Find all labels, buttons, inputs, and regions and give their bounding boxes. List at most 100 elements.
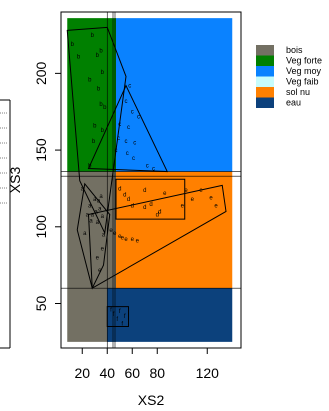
- point-d: d: [118, 186, 121, 192]
- point-a: a: [97, 199, 101, 205]
- point-a: a: [88, 203, 92, 209]
- y-tick-label: 100: [33, 215, 49, 239]
- point-c: c: [132, 156, 135, 162]
- polygon-class-b: [66, 26, 127, 235]
- legend-label: sol nu: [286, 87, 310, 97]
- point-c: c: [118, 122, 121, 128]
- point-e: e: [184, 188, 188, 194]
- legend-label: eau: [286, 98, 301, 108]
- legend-label: bois: [286, 45, 303, 55]
- y-tick-label: 150: [33, 138, 49, 162]
- point-e: e: [214, 203, 218, 209]
- point-e: e: [96, 255, 100, 261]
- point-a: a: [98, 206, 102, 212]
- point-a: a: [91, 213, 95, 219]
- zone-veg-moy: [116, 18, 233, 172]
- point-e: e: [121, 236, 125, 242]
- point-c: c: [146, 163, 149, 169]
- x-tick-label: 80: [149, 365, 165, 381]
- point-e: e: [199, 188, 203, 194]
- zone-layer: [67, 18, 233, 342]
- point-b: b: [92, 139, 96, 145]
- point-b: b: [93, 124, 97, 130]
- point-c: c: [128, 84, 131, 90]
- point-e: e: [101, 246, 105, 252]
- point-e: e: [181, 203, 185, 209]
- zone-veg-forte: [67, 18, 116, 172]
- point-d: d: [131, 203, 134, 209]
- point-e: e: [191, 197, 195, 203]
- point-c: c: [125, 99, 128, 105]
- point-d: d: [143, 205, 146, 211]
- x-tick-label: 120: [196, 365, 220, 381]
- legend-label: Veg forte: [286, 56, 322, 66]
- legend-swatch: [256, 97, 274, 108]
- point-a: a: [81, 186, 85, 192]
- plot-frame: [60, 11, 242, 349]
- point-c: c: [133, 140, 136, 146]
- point-d: d: [158, 209, 161, 215]
- point-e: e: [163, 191, 167, 197]
- point-f: f: [124, 314, 126, 320]
- y-tick-label: 200: [33, 61, 49, 85]
- point-d: d: [127, 197, 130, 203]
- point-a: a: [83, 231, 87, 237]
- point-f: f: [116, 317, 118, 323]
- point-c: c: [131, 110, 134, 116]
- point-a: a: [93, 197, 97, 203]
- point-b: b: [101, 128, 105, 134]
- point-f: f: [121, 321, 123, 327]
- point-a: a: [94, 209, 98, 215]
- y-axis-title: XS3: [7, 167, 23, 194]
- point-b: b: [97, 87, 101, 93]
- point-b: b: [99, 102, 103, 108]
- reference-lines: [61, 12, 241, 348]
- point-a: a: [86, 213, 90, 219]
- adjacent-panel-fragment: [0, 99, 11, 349]
- point-b: b: [77, 54, 81, 60]
- point-f: f: [110, 308, 112, 314]
- x-tick-label: 60: [124, 365, 140, 381]
- point-b: b: [88, 163, 92, 169]
- point-e: e: [136, 239, 140, 245]
- x-axis-title: XS2: [138, 392, 165, 408]
- point-c: c: [152, 166, 155, 172]
- point-f: f: [113, 312, 115, 318]
- polygon-class-e: [87, 184, 227, 290]
- point-c: c: [125, 139, 128, 145]
- point-d: d: [143, 188, 146, 194]
- point-c: c: [127, 125, 130, 131]
- point-d: d: [156, 213, 159, 219]
- point-e: e: [98, 268, 102, 274]
- x-axis: 20 40 60 80 120: [74, 348, 219, 381]
- point-e: e: [131, 237, 135, 243]
- legend-swatch: [256, 45, 274, 56]
- x-tick-label: 20: [74, 365, 90, 381]
- point-e: e: [124, 237, 128, 243]
- point-c: c: [115, 148, 118, 154]
- legend-swatch: [256, 76, 274, 87]
- point-b: b: [71, 42, 75, 48]
- point-a: a: [101, 214, 105, 220]
- point-b: b: [103, 105, 107, 111]
- point-d: d: [149, 202, 152, 208]
- point-a: a: [89, 219, 93, 225]
- zone-eau: [107, 288, 233, 342]
- point-b: b: [99, 48, 103, 54]
- point-c: c: [137, 114, 140, 120]
- y-tick-label: 50: [33, 296, 49, 312]
- legend-swatch: [256, 66, 274, 77]
- point-d: d: [123, 193, 126, 199]
- point-f: f: [119, 309, 121, 315]
- point-a: a: [99, 194, 103, 200]
- legend-swatch: [256, 87, 274, 98]
- point-b: b: [91, 33, 95, 39]
- polygon-class-d: [115, 178, 186, 220]
- point-e: e: [109, 228, 113, 234]
- point-e: e: [118, 234, 122, 240]
- legend-swatch: [256, 55, 274, 66]
- y-axis: 50 100 150 200: [33, 61, 61, 311]
